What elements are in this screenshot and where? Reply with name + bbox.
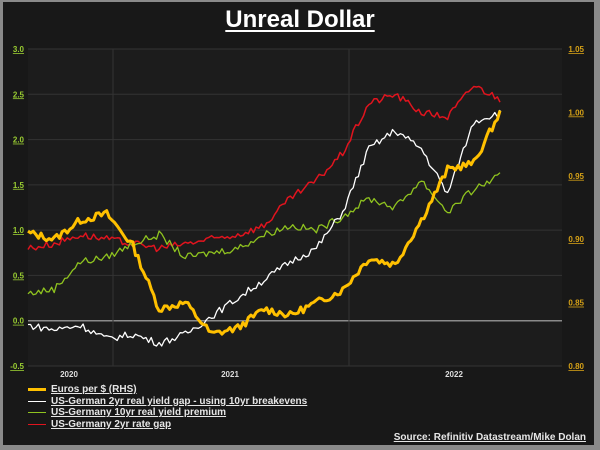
legend-item-rate-gap: US-Germany 2yr rate gap	[28, 419, 307, 431]
svg-text:0.85: 0.85	[568, 299, 584, 308]
legend-swatch-icon	[28, 388, 46, 392]
svg-text:2021: 2021	[221, 370, 239, 379]
chart-title: Unreal Dollar	[225, 6, 375, 33]
svg-text:3.0: 3.0	[13, 45, 25, 54]
svg-text:0.5: 0.5	[13, 271, 25, 280]
svg-text:0.0: 0.0	[13, 317, 25, 326]
legend-swatch-icon	[28, 400, 46, 402]
svg-text:1.05: 1.05	[568, 45, 584, 54]
chart-legend: Euros per $ (RHS) US-German 2yr real yie…	[28, 384, 307, 430]
svg-text:-0.5: -0.5	[10, 362, 24, 371]
legend-swatch-icon	[28, 423, 46, 425]
svg-text:2.0: 2.0	[13, 136, 25, 145]
svg-text:1.5: 1.5	[13, 181, 25, 190]
source-note: Source: Refinitiv Datastream/Mike Dolan	[393, 432, 586, 443]
svg-text:2020: 2020	[60, 370, 78, 379]
legend-item-euros: Euros per $ (RHS)	[28, 384, 307, 396]
legend-item-real-yield-premium: US-Germany 10yr real yield premium	[28, 407, 307, 419]
legend-item-real-yield-gap: US-German 2yr real yield gap - using 10y…	[28, 396, 307, 408]
svg-text:0.80: 0.80	[568, 362, 584, 371]
svg-text:1.00: 1.00	[568, 108, 584, 117]
legend-swatch-icon	[28, 412, 46, 414]
svg-text:2022: 2022	[445, 370, 463, 379]
svg-text:2.5: 2.5	[13, 90, 25, 99]
svg-text:0.95: 0.95	[568, 172, 584, 181]
svg-text:1.0: 1.0	[13, 226, 25, 235]
svg-text:0.90: 0.90	[568, 235, 584, 244]
